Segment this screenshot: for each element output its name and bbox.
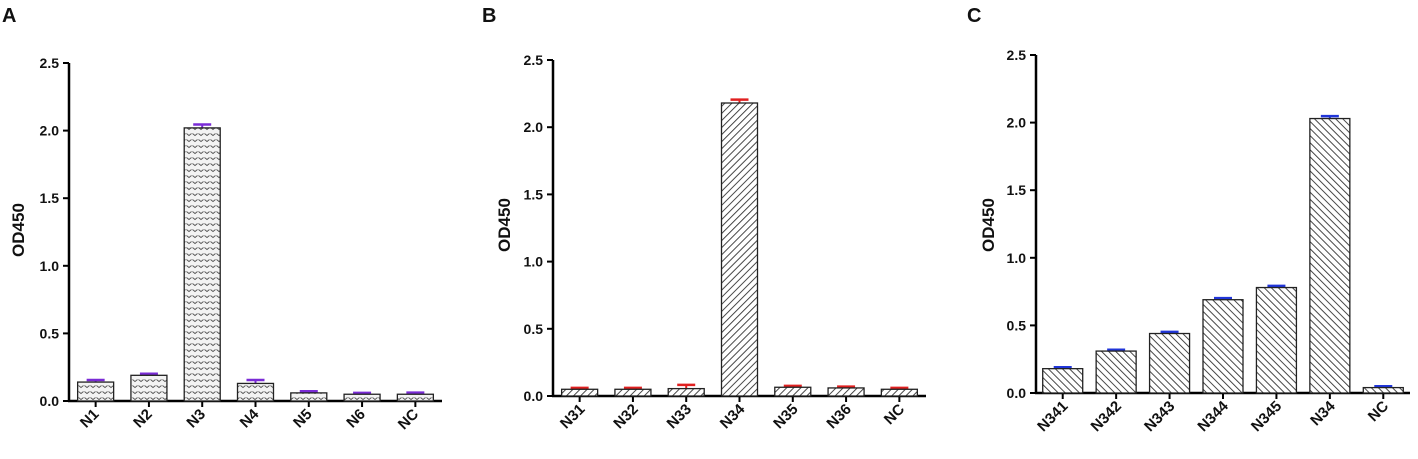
x-category-label: N33 [664,401,695,432]
y-tick-label: 2.0 [1007,115,1027,131]
y-tick-label: 2.5 [1007,47,1027,63]
panel-letter-b: B [482,5,496,27]
x-category-label: NC [881,401,908,428]
y-tick-label: 0.5 [1007,317,1027,333]
x-category-label: N34 [1307,397,1339,429]
x-category-label: N36 [823,401,854,432]
x-category-label: N34 [717,400,749,432]
bar [76,381,115,402]
bar [183,127,221,402]
bar [667,387,705,397]
plot-area-a: 0.0 0.5 1.0 1.5 2.0 2.5 N1 N2 N3 N4 N5 N6 NC [40,55,442,433]
plot-area-b: 0.0 0.5 1.0 1.5 2.0 2.5 N31 N32 N33 N34 N35 N36 NC [524,52,926,432]
x-category-label: N31 [557,401,588,432]
bar [1095,350,1137,394]
bar [560,388,599,397]
bar [720,102,759,397]
y-tick-label: 2.0 [40,123,60,139]
bar [1042,368,1084,394]
bar [236,382,275,402]
y-tick-label: 1.5 [40,190,60,206]
x-category-label: NC [395,406,422,433]
x-category-label: N344 [1194,397,1232,435]
x-category-label: N2 [130,406,156,432]
bar [1255,286,1298,394]
y-axis-label-a: OD450 [9,203,28,257]
bar [130,374,168,402]
y-tick-label: 1.0 [40,258,60,274]
x-category-label: N3 [183,406,209,432]
y-tick-label: 2.5 [524,52,544,68]
y-tick-label: 1.5 [1007,182,1027,198]
panel-a: A OD450 0.0 0.5 1.0 1.5 2.0 2.5 N1 N2 N3 N4 N5 N6 NC [2,5,442,433]
bar [774,386,812,397]
x-category-label: N4 [237,405,263,431]
y-tick-label: 1.0 [524,254,544,270]
panel-letter-c: C [967,5,981,27]
bar [1362,386,1404,394]
bar [1309,117,1351,394]
x-category-label: N6 [343,406,369,432]
bar [827,387,865,397]
x-category-label: N32 [610,401,641,432]
x-category-label: N345 [1248,398,1285,435]
y-tick-label: 0.0 [524,388,544,404]
y-tick-label: 0.0 [40,393,60,409]
x-category-label: N35 [770,401,801,432]
y-tick-label: 1.0 [1007,250,1027,266]
x-category-label: N342 [1088,398,1125,435]
bar [1202,299,1244,394]
panel-b: B OD450 0.0 0.5 1.0 1.5 2.0 2.5 N31 N32 N33 N34 N3… [482,5,926,432]
bar [880,388,919,397]
y-tick-label: 0.0 [1007,385,1027,401]
x-category-label: N341 [1034,398,1071,435]
y-tick-label: 2.5 [40,55,60,71]
x-category-label: N5 [290,406,316,432]
y-axis-label-b: OD450 [495,198,514,252]
x-category-label: N1 [77,406,103,432]
y-tick-label: 0.5 [40,325,60,341]
bar [396,393,435,402]
bar [1148,332,1191,394]
x-category-label: NC [1365,398,1392,425]
bar [290,392,328,402]
y-tick-label: 0.5 [524,321,544,337]
y-tick-label: 2.0 [524,119,544,135]
panel-c: C OD450 0.0 0.5 1.0 1.5 2.0 2.5 N341 N342 N343 N3… [967,5,1410,435]
y-axis-label-c: OD450 [979,198,998,252]
panel-letter-a: A [2,5,16,27]
x-category-label: N343 [1141,398,1178,435]
bar [343,393,381,402]
y-tick-label: 1.5 [524,186,544,202]
bar [614,388,652,397]
plot-area-c: 0.0 0.5 1.0 1.5 2.0 2.5 N341 N342 N343 N344 N345 N3… [1007,47,1410,435]
